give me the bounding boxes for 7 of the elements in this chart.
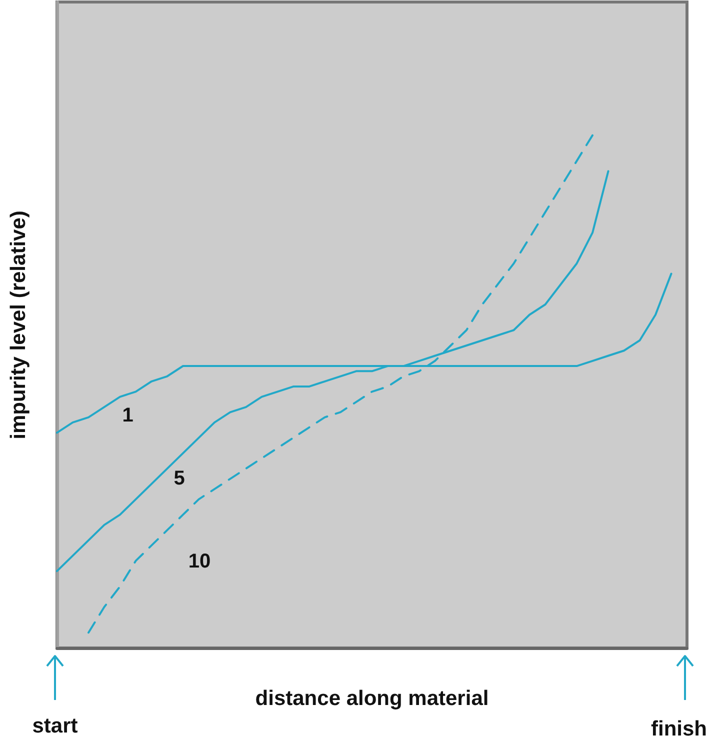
x-axis-title: distance along material xyxy=(255,687,489,710)
text: start xyxy=(32,714,78,738)
series-label: 1 xyxy=(122,404,134,427)
y-axis-title: impurity level (relative) xyxy=(7,210,30,440)
text: finish xyxy=(651,718,707,740)
series-label: 5 xyxy=(174,468,185,490)
series-label: 10 xyxy=(188,550,211,572)
